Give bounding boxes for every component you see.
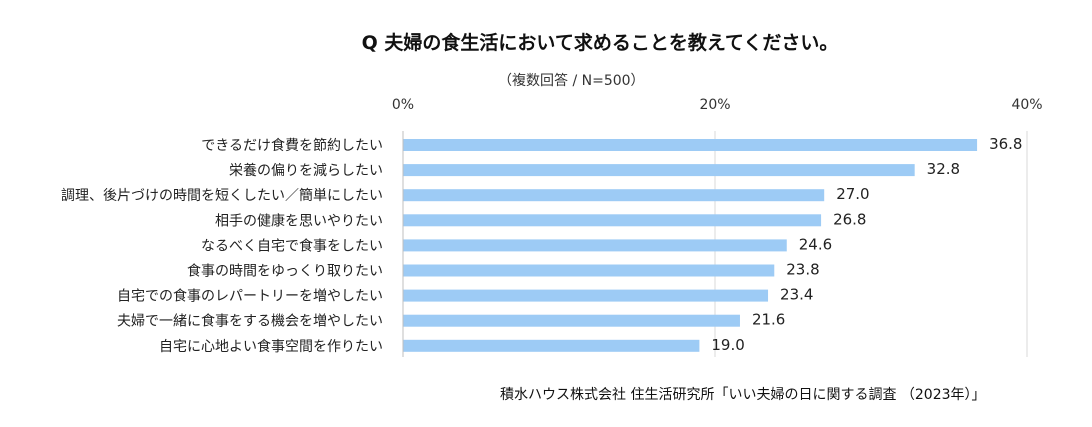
bar — [403, 164, 915, 177]
category-label: 相手の健康を思いやりたい — [215, 212, 383, 229]
chart-title: Q 夫婦の食生活において求めることを教えてください。 — [361, 32, 839, 54]
bar — [403, 139, 978, 151]
data-label: 32.8 — [927, 160, 960, 178]
category-label: 食事の時間をゆっくり取りたい — [187, 263, 383, 280]
data-label: 24.6 — [799, 235, 832, 253]
x-tick-label: 40% — [1011, 97, 1042, 113]
data-label: 27.0 — [836, 185, 869, 203]
category-label: 調理、後片づけの時間を短くしたい／簡単にしたい — [61, 188, 383, 204]
data-label: 21.6 — [752, 311, 785, 329]
category-label: できるだけ食費を節約したい — [201, 137, 383, 154]
bar — [403, 314, 740, 327]
category-label: 自宅に心地よい食事空間を作りたい — [159, 338, 383, 355]
x-tick-label: 20% — [699, 97, 730, 113]
category-label: 自宅での食事のレパートリーを増やしたい — [117, 288, 383, 305]
data-label: 19.0 — [711, 336, 744, 354]
category-label: 夫婦で一緒に食事をする機会を増やしたい — [117, 313, 383, 330]
data-label: 36.8 — [989, 135, 1022, 153]
x-tick-label: 0% — [392, 97, 414, 113]
source-note: 積水ハウス株式会社 住生活研究所「いい夫婦の日に関する調査 （2023年）」 — [500, 387, 986, 403]
bar — [403, 239, 787, 252]
category-label: なるべく自宅で食事をしたい — [201, 237, 383, 254]
category-label: 栄養の偏りを減らしたい — [229, 162, 383, 179]
bar — [403, 189, 825, 202]
bar — [403, 339, 700, 352]
data-label: 26.8 — [833, 210, 866, 228]
bar — [403, 214, 822, 227]
data-label: 23.4 — [780, 286, 813, 304]
data-label: 23.8 — [786, 261, 819, 279]
chart-subtitle: （複数回答 / N=500） — [498, 73, 645, 89]
bar — [403, 264, 775, 277]
bar — [403, 289, 769, 302]
